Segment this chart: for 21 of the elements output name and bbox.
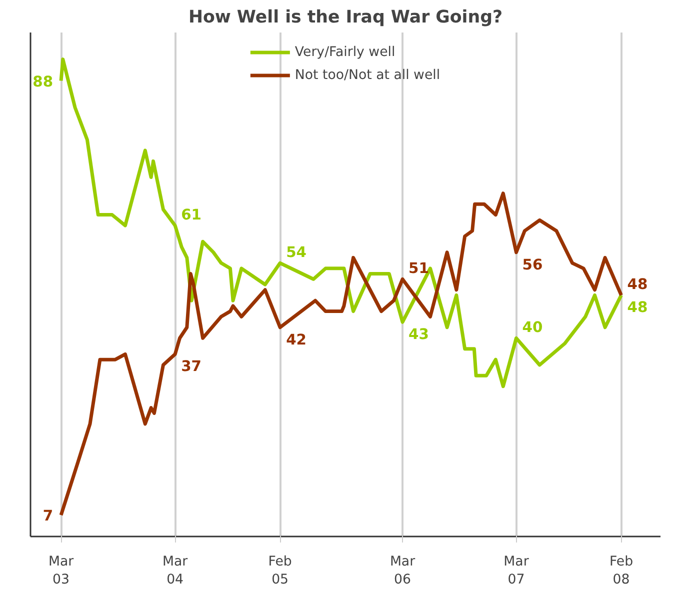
legend-label: Not too/Not at all well xyxy=(294,68,440,82)
data-label: 54 xyxy=(286,244,306,262)
data-label: 7 xyxy=(42,508,54,525)
x-tick-label: Mar 07 xyxy=(504,554,530,588)
chart-title: How Well is the Iraq War Going? xyxy=(188,8,503,28)
x-tick-label: Feb 08 xyxy=(609,554,634,588)
data-label: 43 xyxy=(408,326,429,344)
data-label: 61 xyxy=(181,206,202,224)
data-label: 37 xyxy=(181,358,202,376)
x-tick-label: Mar 03 xyxy=(48,554,74,588)
data-label: 88 xyxy=(32,73,54,90)
data-label: 48 xyxy=(627,299,648,316)
data-label: 42 xyxy=(286,331,306,348)
data-label: 40 xyxy=(522,319,543,336)
data-label: 48 xyxy=(627,276,648,294)
legend-label: Very/Fairly well xyxy=(294,44,396,60)
x-tick-label: Feb 05 xyxy=(268,554,292,588)
data-label: 51 xyxy=(408,260,429,278)
x-tick-label: Mar 06 xyxy=(390,554,416,588)
x-tick-label: Mar 04 xyxy=(162,554,188,588)
data-label: 56 xyxy=(522,256,543,274)
